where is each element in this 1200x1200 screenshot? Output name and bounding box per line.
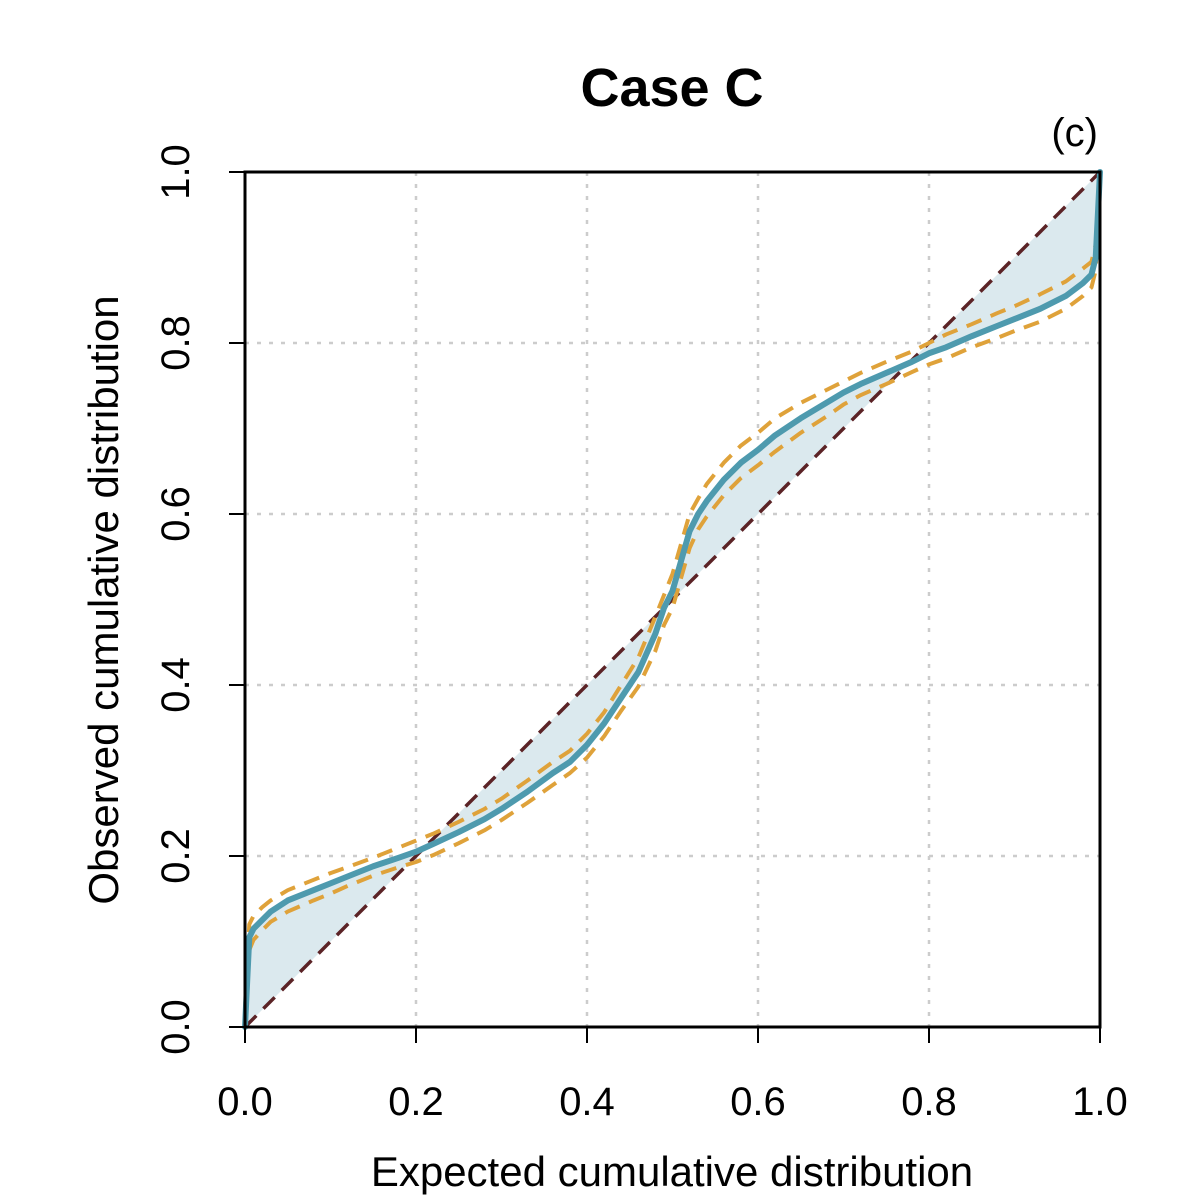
y-axis-title: Observed cumulative distribution: [80, 295, 127, 904]
chart-title: Case C: [580, 58, 763, 118]
axes: 0.0 0.2 0.4 0.6 0.8 1.0 0.0 0.2 0.4 0.6 0.8 1.0: [154, 144, 1128, 1124]
series-line-observed: [242, 169, 1103, 1030]
series-line-upper-band: [243, 171, 1102, 1010]
x-tick-label-5: 1.0: [1072, 1080, 1128, 1124]
y-tick-label-1: 0.2: [154, 828, 198, 884]
panel-label: (c): [1051, 111, 1098, 155]
plot-frame: [243, 170, 1102, 1029]
x-tick-label-1: 0.2: [388, 1080, 444, 1124]
x-tick-label-4: 0.8: [901, 1080, 957, 1124]
series-line-lower-band: [243, 180, 1102, 1028]
y-tick-label-2: 0.4: [154, 657, 198, 713]
series-lines-layer: [242, 169, 1103, 1030]
y-tick-label-3: 0.6: [154, 486, 198, 542]
x-axis-title: Expected cumulative distribution: [371, 1148, 973, 1195]
y-tick-label-5: 1.0: [154, 144, 198, 200]
y-tick-label-4: 0.8: [154, 315, 198, 371]
x-tick-label-2: 0.4: [559, 1080, 615, 1124]
y-tick-label-0: 0.0: [154, 999, 198, 1055]
x-tick-label-0: 0.0: [217, 1080, 273, 1124]
series-line-reference-diagonal: [243, 170, 1102, 1029]
x-tick-label-3: 0.6: [730, 1080, 786, 1124]
